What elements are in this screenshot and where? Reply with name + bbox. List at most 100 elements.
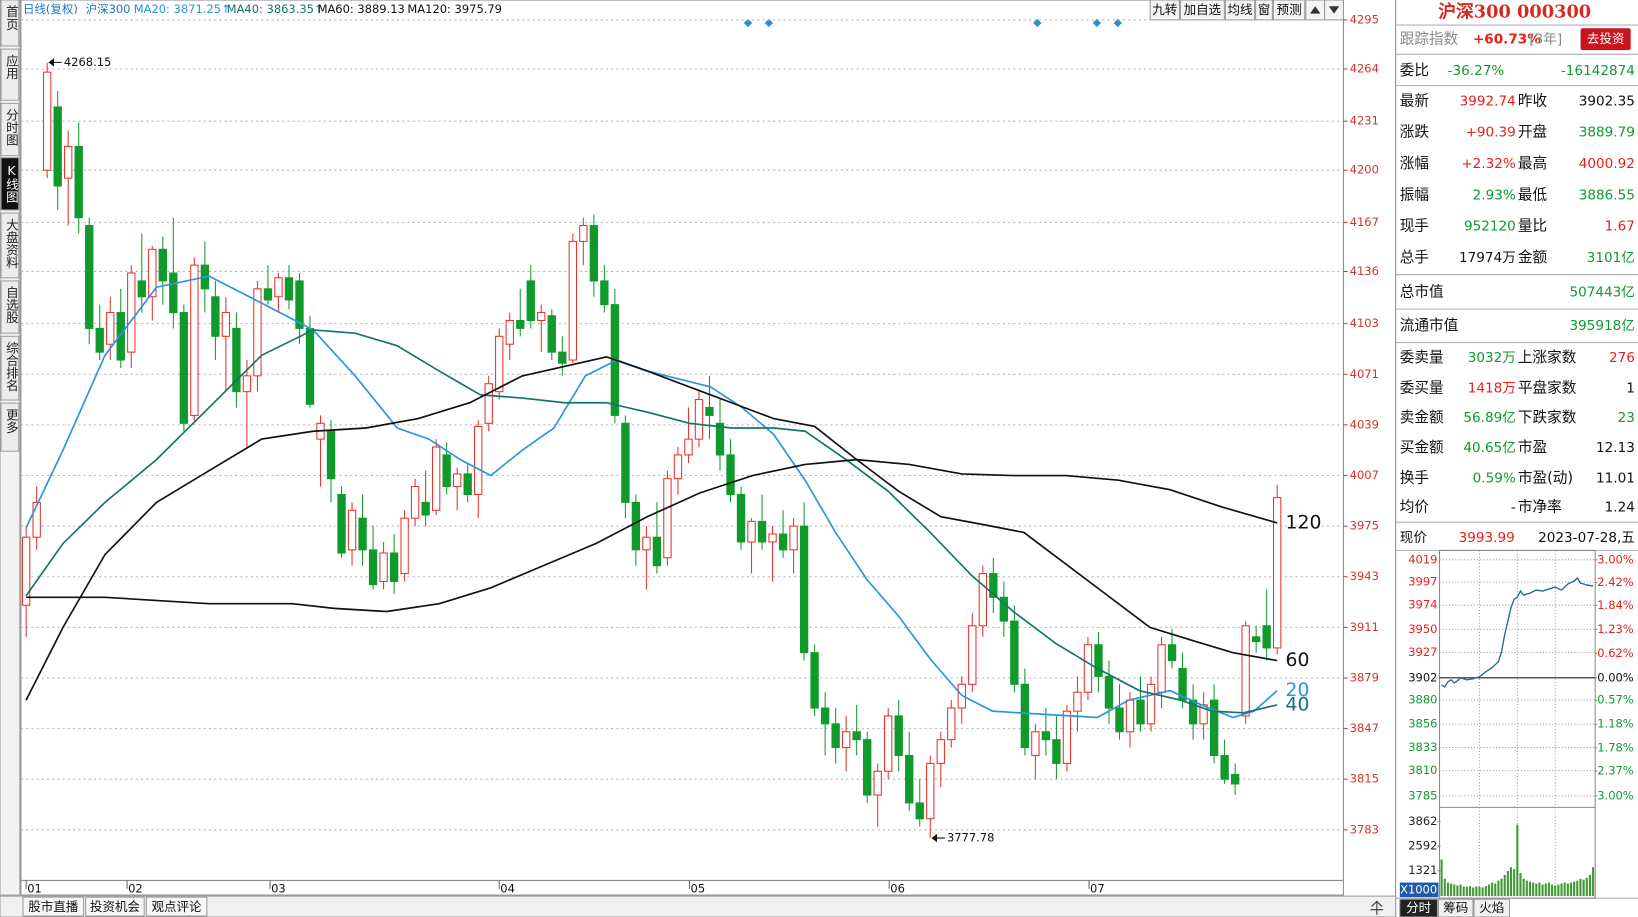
- event-marker[interactable]: [764, 18, 774, 28]
- quote-label: 上涨家数: [1518, 349, 1577, 366]
- quote-value: 40.65亿: [1463, 440, 1515, 456]
- event-marker[interactable]: [743, 18, 753, 28]
- cap-label: 总市值: [1400, 283, 1444, 300]
- candle-body: [1104, 675, 1114, 709]
- candle-body: [547, 315, 556, 353]
- candle-body: [1241, 625, 1250, 717]
- candle-body: [106, 312, 115, 345]
- volume-bar: [1465, 886, 1468, 897]
- x-tick-label: 07: [1090, 881, 1105, 895]
- volume-bar: [1522, 878, 1525, 897]
- bottom-bar: [0, 895, 1397, 917]
- sidebar-tab[interactable]: [0, 280, 20, 334]
- volume-bar: [1538, 882, 1541, 897]
- cap-value: 395918亿: [1570, 318, 1635, 334]
- candle-body: [326, 430, 336, 480]
- candle-body: [652, 536, 662, 567]
- y-tick-label: 3975: [1350, 519, 1379, 533]
- sidebar-tab[interactable]: [0, 335, 20, 401]
- y-tick-label: 4136: [1350, 264, 1379, 278]
- candle-body: [978, 573, 988, 627]
- sidebar-tab[interactable]: [0, 102, 20, 157]
- volume-bar: [1478, 886, 1481, 897]
- annotation-arrow: [48, 58, 62, 67]
- candle-body: [736, 493, 746, 543]
- volume-bar: [1494, 883, 1497, 897]
- sidebar-tab[interactable]: [0, 402, 20, 452]
- candle-body: [715, 422, 725, 456]
- candle-body: [589, 225, 599, 282]
- candle-body: [474, 425, 483, 496]
- weibi-diff: -16142874: [1561, 63, 1635, 79]
- panel-tab[interactable]: [1473, 898, 1511, 917]
- quote-value: +90.39: [1466, 125, 1516, 141]
- volume-bar: [1491, 882, 1494, 897]
- candle-body: [137, 280, 146, 298]
- quote-value: -: [1511, 500, 1516, 516]
- intraday-y2-label: 3.00%: [1597, 552, 1634, 566]
- candle-body: [673, 454, 683, 480]
- volume-bar: [1503, 874, 1506, 897]
- candle-body: [894, 715, 903, 757]
- quote-label: 最新: [1400, 92, 1429, 109]
- cap-label: 流通市值: [1400, 317, 1458, 334]
- volume-bar: [1569, 882, 1573, 897]
- quote-label: 委买量: [1400, 380, 1444, 397]
- quote-value: 3032万: [1468, 350, 1516, 366]
- volume-bar: [1497, 880, 1500, 897]
- volume-bar: [1576, 880, 1579, 897]
- candle-body: [1209, 699, 1219, 757]
- candle-body: [642, 536, 651, 551]
- volume-tick-label: 2592: [1408, 839, 1437, 853]
- volume-bar: [1443, 878, 1446, 897]
- candle-body: [1041, 731, 1051, 741]
- candle-body: [852, 731, 861, 741]
- candle-body: [936, 739, 945, 764]
- volume-bar: [1582, 879, 1585, 897]
- volume-bar: [1547, 882, 1550, 897]
- candle-body: [505, 319, 514, 345]
- panel-tab-label: 分时: [1406, 900, 1432, 915]
- volume-bar: [1481, 887, 1484, 897]
- toolbar-button[interactable]: [1272, 0, 1306, 21]
- panel-tab-label: 火焰: [1479, 900, 1504, 915]
- volume-bar: [1532, 882, 1535, 897]
- intraday-y-label: 3927: [1408, 645, 1437, 659]
- volume-bar: [1525, 880, 1528, 897]
- toolbar-button-label: 加自选: [1184, 2, 1222, 17]
- sidebar-tab[interactable]: [0, 157, 20, 211]
- bottom-tab[interactable]: [145, 896, 208, 917]
- candle-body: [863, 739, 872, 796]
- volume-bar: [1468, 886, 1472, 897]
- volume-bar: [1566, 883, 1569, 897]
- quote-label: 下跌家数: [1518, 409, 1577, 426]
- volume-bar: [1459, 884, 1462, 897]
- sidebar-tab[interactable]: [0, 212, 20, 279]
- candle-body: [442, 454, 451, 488]
- bottom-tab[interactable]: [85, 896, 145, 917]
- expand-icon[interactable]: [1370, 900, 1384, 915]
- candle-body: [1094, 644, 1103, 677]
- panel-tab[interactable]: [1437, 898, 1474, 917]
- quote-label: 涨幅: [1400, 155, 1429, 172]
- candle-body: [74, 145, 83, 219]
- candle-body: [1052, 739, 1061, 764]
- panel-tab[interactable]: [1399, 898, 1438, 917]
- volume-bar: [1513, 869, 1516, 897]
- candle-body: [831, 723, 840, 749]
- candle-body: [1146, 683, 1156, 725]
- invest-button[interactable]: [1580, 28, 1631, 51]
- y-tick-label: 3943: [1350, 569, 1379, 583]
- sidebar-tab[interactable]: [0, 48, 20, 101]
- bottom-tab[interactable]: [22, 896, 85, 917]
- candle-body: [495, 335, 504, 393]
- quote-value: 1418万: [1468, 381, 1516, 397]
- sidebar-tab[interactable]: [0, 0, 20, 47]
- candle-body: [705, 406, 714, 416]
- volume-bar: [1453, 884, 1456, 897]
- intraday-y-label: 3785: [1408, 788, 1437, 802]
- y-tick-label: 4039: [1350, 417, 1379, 431]
- candle-body: [747, 520, 756, 543]
- candle-body: [431, 446, 441, 511]
- volume-bar: [1472, 887, 1475, 897]
